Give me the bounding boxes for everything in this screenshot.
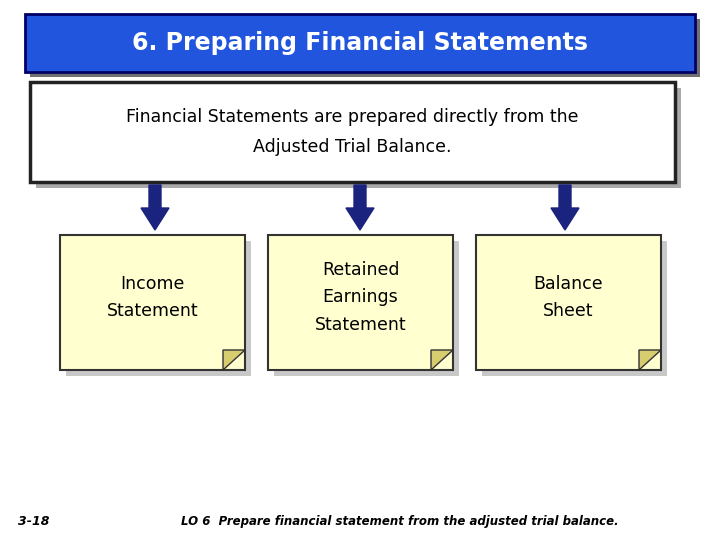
Polygon shape [431,350,453,370]
FancyBboxPatch shape [482,241,667,376]
Polygon shape [551,185,579,230]
Polygon shape [346,185,374,230]
Text: Retained
Earnings
Statement: Retained Earnings Statement [315,261,406,334]
Text: 6. Preparing Financial Statements: 6. Preparing Financial Statements [132,31,588,55]
Text: Balance
Sheet: Balance Sheet [534,275,603,320]
Polygon shape [476,235,661,370]
FancyBboxPatch shape [25,14,695,72]
Text: Financial Statements are prepared directly from the
Adjusted Trial Balance.: Financial Statements are prepared direct… [126,109,578,156]
Text: 3-18: 3-18 [18,515,50,528]
FancyBboxPatch shape [36,88,681,188]
Text: LO 6  Prepare financial statement from the adjusted trial balance.: LO 6 Prepare financial statement from th… [181,515,618,528]
Polygon shape [268,235,453,370]
FancyBboxPatch shape [274,241,459,376]
Text: Income
Statement: Income Statement [107,275,198,320]
Polygon shape [639,350,661,370]
FancyBboxPatch shape [30,82,675,182]
FancyBboxPatch shape [66,241,251,376]
Polygon shape [141,185,169,230]
Polygon shape [60,235,245,370]
Polygon shape [223,350,245,370]
FancyBboxPatch shape [30,19,700,77]
